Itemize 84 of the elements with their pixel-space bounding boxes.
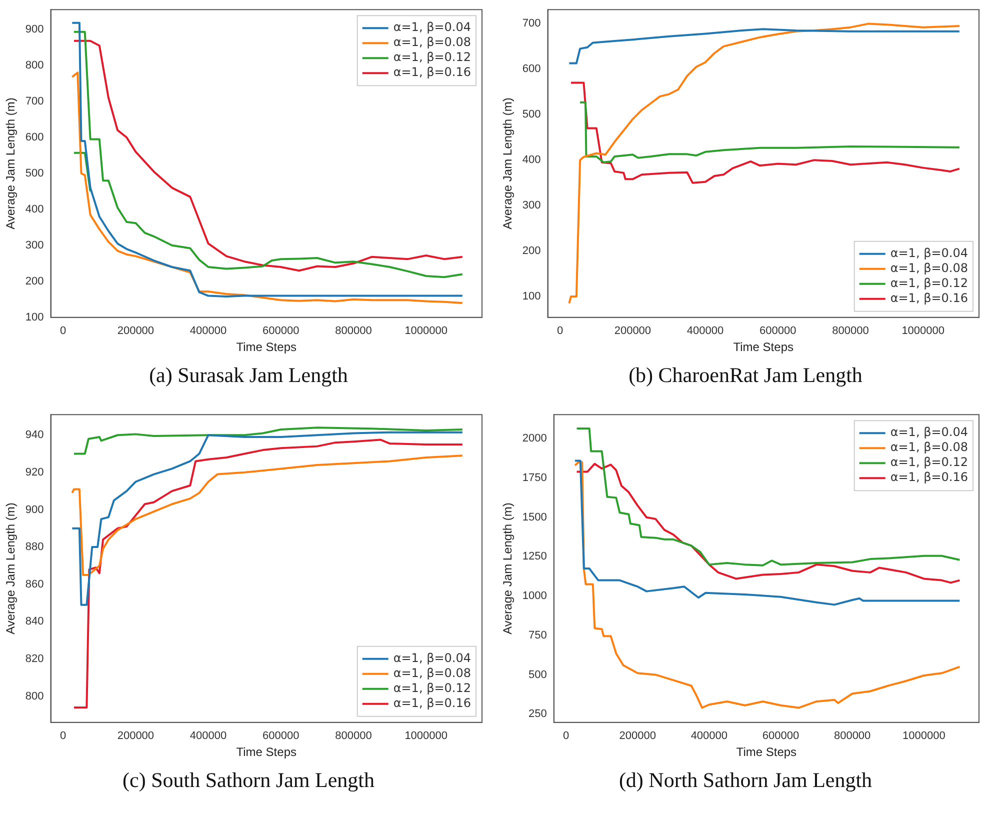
text: (b) CharoenRat Jam Length (628, 363, 864, 388)
y-tick-label: 820 (25, 653, 44, 666)
y-tick-label: 920 (25, 466, 44, 478)
y-tick-label: 900 (25, 23, 44, 36)
y-tick-label: 840 (25, 616, 44, 628)
legend-label: α=1, β=0.04 (393, 20, 472, 34)
legend-label: α=1, β=0.08 (890, 440, 968, 454)
y-axis-title: Average Jam Length (m) (4, 502, 18, 634)
legend-label: α=1, β=0.08 (393, 35, 472, 50)
x-axis-title: Time Steps (236, 745, 296, 760)
x-tick-label: 0 (60, 730, 66, 742)
y-tick-label: 500 (522, 108, 541, 121)
x-tick-label: 800000 (335, 730, 372, 742)
legend-label: α=1, β=0.12 (890, 276, 968, 290)
y-tick-label: 700 (25, 95, 44, 108)
y-tick-label: 1500 (522, 511, 547, 524)
x-tick-label: 800000 (832, 325, 869, 338)
y-axis-title: Average Jam Length (m) (4, 98, 18, 230)
x-tick-label: 800000 (834, 730, 871, 742)
y-tick-label: 500 (528, 668, 547, 681)
x-tick-label: 600000 (760, 325, 796, 338)
x-tick-label: 0 (60, 325, 66, 338)
y-tick-label: 600 (522, 63, 541, 76)
legend-label: α=1, β=0.08 (890, 261, 968, 276)
x-tick-label: 600000 (262, 325, 300, 338)
legend-label: α=1, β=0.12 (393, 681, 472, 696)
y-tick-label: 100 (522, 290, 541, 303)
text: (a) Surasak Jam Length (148, 363, 349, 388)
y-tick-label: 300 (25, 239, 44, 252)
y-tick-label: 300 (522, 200, 541, 212)
x-tick-label: 0 (562, 730, 570, 742)
y-tick-label: 860 (25, 578, 44, 590)
y-tick-label: 250 (528, 708, 547, 720)
legend-label: α=1, β=0.04 (890, 425, 968, 440)
legend-label: α=1, β=0.04 (393, 651, 472, 666)
legend-label: α=1, β=0.16 (890, 291, 968, 306)
y-axis-title: Average Jam Length (m) (500, 502, 515, 634)
x-tick-label: 1000000 (902, 325, 945, 338)
legend-label: α=1, β=0.12 (393, 50, 472, 64)
text: (c) South Sathorn Jam Length (122, 768, 376, 793)
x-tick-label: 200000 (619, 730, 656, 742)
y-tick-label: 500 (25, 167, 44, 180)
x-axis-title: Time Steps (736, 745, 797, 760)
x-axis-title: Time Steps (236, 340, 296, 354)
legend-label: α=1, β=0.16 (890, 470, 968, 484)
y-tick-label: 100 (25, 311, 44, 324)
x-tick-label: 600000 (262, 730, 300, 742)
x-tick-label: 400000 (686, 325, 724, 338)
y-tick-label: 600 (25, 131, 44, 144)
y-tick-label: 750 (528, 629, 547, 642)
x-tick-label: 400000 (190, 730, 227, 742)
y-tick-label: 1750 (522, 472, 547, 484)
x-tick-label: 200000 (117, 730, 154, 742)
x-tick-label: 800000 (335, 325, 372, 338)
legend-label: α=1, β=0.12 (890, 455, 968, 470)
x-tick-label: 400000 (190, 325, 227, 338)
legend-label: α=1, β=0.16 (393, 696, 472, 710)
x-tick-label: 400000 (690, 730, 728, 742)
y-tick-label: 700 (522, 18, 541, 30)
y-tick-label: 400 (25, 203, 44, 216)
y-tick-label: 2000 (522, 432, 547, 445)
x-tick-label: 1000000 (404, 730, 448, 742)
y-tick-label: 1250 (522, 550, 547, 563)
x-tick-label: 200000 (117, 325, 154, 338)
y-tick-label: 200 (25, 275, 44, 288)
legend-label: α=1, β=0.08 (393, 666, 472, 680)
y-tick-label: 940 (25, 429, 44, 442)
x-axis-title: Time Steps (733, 340, 794, 354)
x-tick-label: 200000 (614, 325, 652, 338)
y-tick-label: 1000 (522, 590, 547, 602)
text: (d) North Sathorn Jam Length (618, 768, 874, 793)
y-tick-label: 800 (25, 59, 44, 72)
x-tick-label: 600000 (762, 730, 800, 742)
y-tick-label: 900 (25, 504, 44, 516)
y-tick-label: 880 (25, 541, 44, 554)
legend-label: α=1, β=0.16 (393, 65, 472, 80)
legend-label: α=1, β=0.04 (890, 246, 968, 260)
x-tick-label: 0 (557, 325, 564, 338)
y-tick-label: 400 (522, 154, 541, 166)
y-tick-label: 200 (522, 245, 541, 258)
y-tick-label: 800 (25, 690, 44, 702)
x-tick-label: 1000000 (404, 325, 448, 338)
y-axis-title: Average Jam Length (m) (500, 98, 515, 230)
x-tick-label: 1000000 (902, 730, 946, 742)
